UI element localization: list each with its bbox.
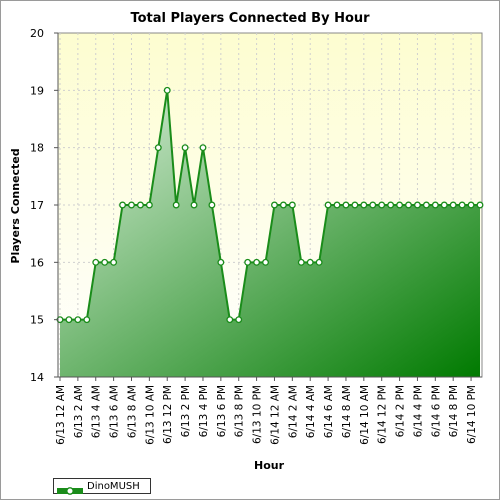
data-point <box>226 316 234 324</box>
x-axis-label: Hour <box>254 459 285 472</box>
x-tick-label: 6/13 8 PM <box>234 385 246 437</box>
data-point <box>279 201 287 209</box>
data-point <box>163 86 171 94</box>
data-point <box>297 258 305 266</box>
data-point <box>387 201 395 209</box>
data-point <box>413 201 421 209</box>
data-point <box>154 144 162 152</box>
data-point <box>360 201 368 209</box>
data-point <box>199 144 207 152</box>
y-tick-label: 18 <box>30 142 44 155</box>
x-tick-label: 6/14 12 AM <box>269 385 281 445</box>
data-point <box>342 201 350 209</box>
data-point <box>422 201 430 209</box>
x-tick-label: 6/14 4 AM <box>305 385 317 438</box>
data-point <box>208 201 216 209</box>
data-point <box>458 201 466 209</box>
data-point <box>324 201 332 209</box>
data-point <box>83 316 91 324</box>
data-point <box>128 201 135 209</box>
data-point <box>190 201 198 209</box>
x-tick-label: 6/13 12 AM <box>55 385 67 445</box>
x-tick-label: 6/13 6 PM <box>216 385 228 437</box>
x-tick-label: 6/14 12 PM <box>377 385 389 444</box>
data-point <box>217 258 225 266</box>
x-tick-label: 6/13 2 AM <box>73 385 85 438</box>
data-point <box>271 201 278 209</box>
data-point <box>181 144 189 152</box>
data-point <box>315 258 323 266</box>
data-point <box>65 316 73 324</box>
y-tick-label: 17 <box>30 199 44 212</box>
data-point <box>136 201 144 209</box>
x-tick-label: 6/13 6 AM <box>109 385 121 438</box>
x-tick-label: 6/13 10 AM <box>144 385 156 445</box>
data-point <box>101 258 109 266</box>
data-point <box>351 201 359 209</box>
x-tick-label: 6/13 2 PM <box>180 385 192 437</box>
data-point <box>119 201 127 209</box>
legend: DinoMUSH <box>53 478 151 495</box>
data-point <box>235 316 243 324</box>
data-point <box>306 258 314 266</box>
data-point <box>253 258 261 266</box>
x-tick-label: 6/13 12 PM <box>162 385 174 444</box>
area-shape <box>60 90 480 377</box>
y-tick-label: 16 <box>30 256 44 269</box>
data-point <box>74 316 82 324</box>
data-point <box>145 201 153 209</box>
y-tick-label: 20 <box>30 27 44 40</box>
y-tick-label: 15 <box>30 314 44 327</box>
data-points <box>56 86 484 324</box>
x-tick-label: 6/14 2 AM <box>287 385 299 438</box>
data-point <box>369 201 377 209</box>
y-tick-label: 14 <box>30 371 44 384</box>
area-fill <box>60 90 480 377</box>
data-point <box>262 258 269 266</box>
data-point <box>244 258 252 266</box>
x-tick-label: 6/14 2 PM <box>395 385 407 437</box>
y-tick-label: 19 <box>30 84 44 97</box>
data-point <box>440 201 448 209</box>
x-tick-label: 6/14 8 AM <box>341 385 353 438</box>
legend-label: DinoMUSH <box>87 480 140 492</box>
x-tick-label: 6/14 10 AM <box>359 385 371 445</box>
x-tick-label: 6/14 4 PM <box>412 385 424 437</box>
data-point <box>449 201 457 209</box>
data-point <box>110 258 118 266</box>
data-point <box>92 258 100 266</box>
x-tick-label: 6/13 8 AM <box>126 385 138 438</box>
data-point <box>467 201 475 209</box>
x-tick-label: 6/14 6 PM <box>430 385 442 437</box>
x-tick-label: 6/13 10 PM <box>252 385 264 444</box>
y-axis-label: Players Connected <box>9 148 22 263</box>
x-tick-label: 6/14 8 PM <box>448 385 460 437</box>
x-tick-label: 6/14 6 AM <box>323 385 335 438</box>
data-point <box>172 201 180 209</box>
data-point <box>378 201 386 209</box>
x-tick-label: 6/13 4 AM <box>91 385 103 438</box>
x-tick-label: 6/13 4 PM <box>198 385 210 437</box>
x-axis-ticks: 6/13 12 AM 6/13 2 AM 6/13 4 AM 6/13 6 AM 6/1… <box>55 377 478 445</box>
chart-title: Total Players Connected By Hour <box>130 11 370 26</box>
data-point <box>431 201 439 209</box>
data-point <box>288 201 296 209</box>
data-point <box>405 201 412 209</box>
legend-swatch-icon <box>57 481 83 495</box>
data-point <box>396 201 404 209</box>
data-point <box>476 201 484 209</box>
data-point <box>333 201 341 209</box>
x-tick-label: 6/14 10 PM <box>466 385 478 444</box>
y-axis-ticks: 14 15 16 17 18 19 20 <box>30 27 58 384</box>
